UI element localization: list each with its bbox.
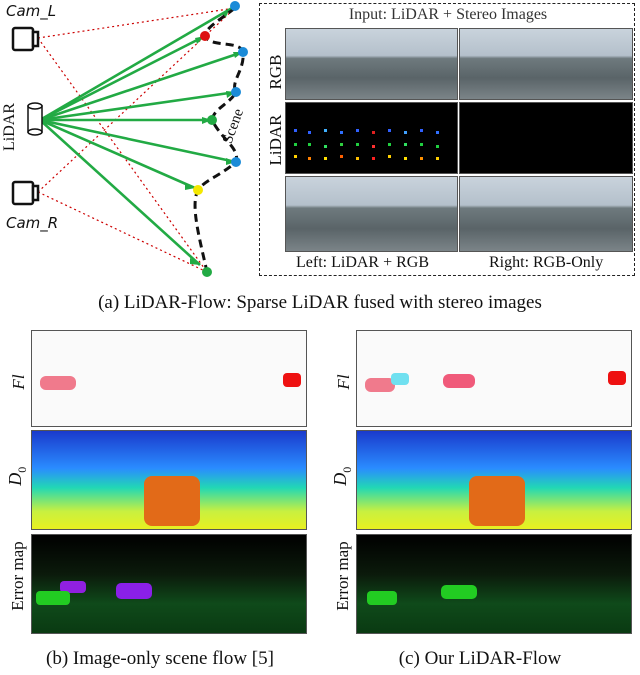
- rgb-right-image: [459, 28, 633, 100]
- camera-right-icon: [11, 180, 40, 206]
- caption-a: (a) LiDAR-Flow: Sparse LiDAR fused with …: [98, 292, 542, 313]
- fl-image-c: [356, 330, 632, 427]
- row-label-fl-b: Fl: [9, 374, 28, 390]
- input-inset: Input: LiDAR + Stereo Images RGB LiDAR: [259, 3, 635, 276]
- lidar-rays: [39, 6, 244, 266]
- row-label-rgb: RGB: [266, 54, 285, 90]
- lidar-sensor-icon: [27, 102, 43, 136]
- caption-b: (b) Image-only scene flow [5]: [46, 648, 274, 669]
- cam-left-label: Cam_L: [6, 2, 57, 20]
- lidar-right-image: [459, 102, 633, 174]
- inset-footer-left: Left: LiDAR + RGB: [296, 254, 430, 271]
- d0-image-c: [356, 430, 632, 530]
- lidar-points: [294, 129, 439, 160]
- fl-image-b: [31, 330, 307, 427]
- lidar-stereo-diagram: [11, 1, 248, 277]
- cam-right-label: Cam_R: [6, 214, 59, 232]
- error-image-b: [31, 534, 307, 634]
- row-label-d0-c: D0: [330, 466, 354, 486]
- ray-arrowheads: [185, 8, 243, 265]
- caption-c: (c) Our LiDAR-Flow: [398, 648, 562, 669]
- lidar-left-image: [285, 102, 458, 174]
- inset-footer-right: Right: RGB-Only: [489, 254, 604, 271]
- row-label-error-c: Error map: [333, 541, 352, 611]
- row-label-fl-c: Fl: [334, 374, 353, 390]
- camera-left-icon: [11, 26, 40, 52]
- stereo-right-image: [459, 176, 633, 252]
- row-label-d0-b: D0: [5, 466, 29, 486]
- row-label-error-b: Error map: [8, 541, 27, 611]
- lidar-label: LiDAR: [1, 103, 18, 151]
- row-label-lidar: LiDAR: [266, 114, 285, 166]
- camera-rays: [37, 7, 236, 273]
- stereo-left-image: [285, 176, 458, 252]
- error-image-c: [356, 534, 632, 634]
- inset-title: Input: LiDAR + Stereo Images: [348, 6, 548, 23]
- rgb-left-image: [285, 28, 458, 100]
- d0-image-b: [31, 430, 307, 530]
